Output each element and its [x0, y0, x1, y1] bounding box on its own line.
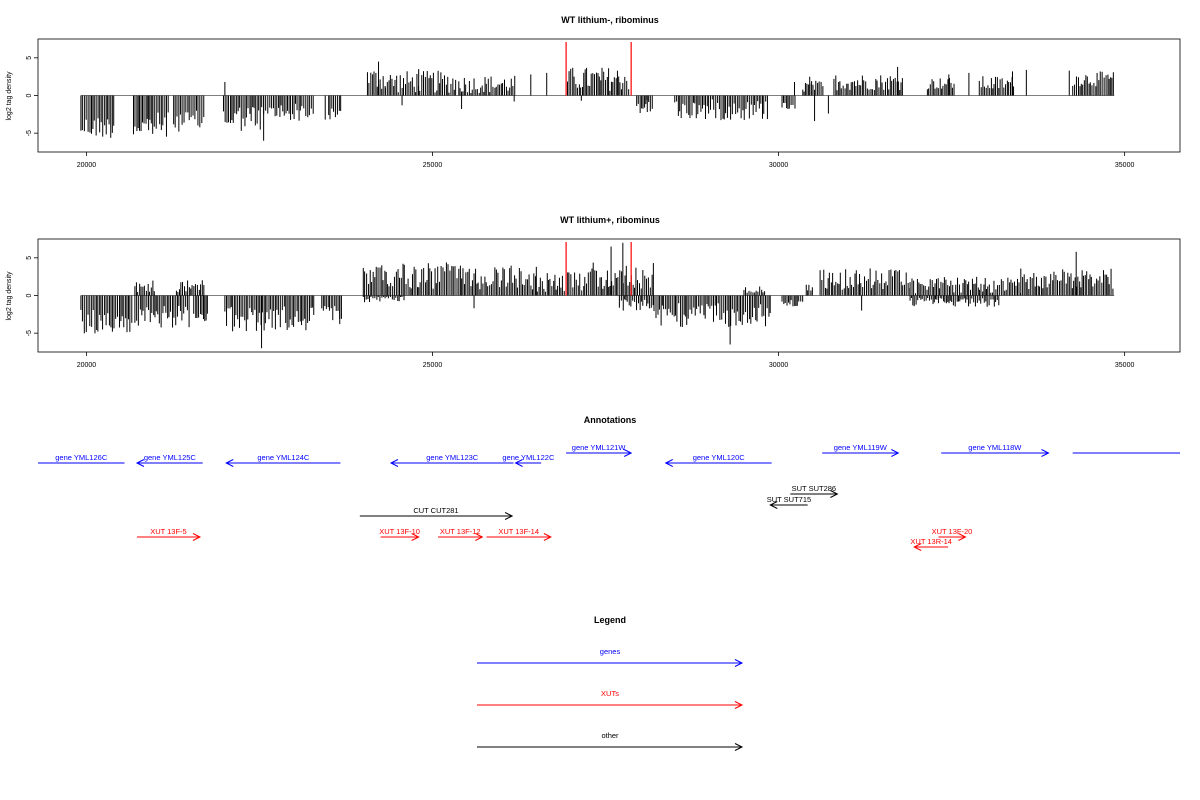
- feature-label: gene YML120C: [693, 453, 746, 462]
- feature-arrow-head: [891, 449, 900, 457]
- legend-entry: other: [477, 731, 744, 751]
- y-tick-label: 0: [26, 93, 33, 97]
- feature-gene: gene YML126C: [38, 453, 125, 464]
- feature-arrow-head: [504, 512, 514, 520]
- x-tick-label: 20000: [77, 362, 97, 369]
- legend-arrow-head: [734, 743, 744, 751]
- feature-label: gene YML126C: [55, 453, 108, 462]
- axes: 20000 25000 30000 35000 -5 0 5: [26, 238, 1181, 369]
- legend-arrow-head: [734, 659, 744, 667]
- feature-arrow-head: [411, 533, 420, 541]
- feature-label: gene YML119W: [834, 443, 888, 452]
- bar-marks: [80, 242, 1115, 349]
- y-axis-label: log2 tag density: [6, 71, 13, 121]
- feature-xut: XUT 13R-14: [910, 537, 952, 551]
- x-tick-label: 35000: [1115, 362, 1135, 369]
- feature-arrow-head: [1041, 449, 1050, 457]
- feature-arrow-head: [514, 459, 523, 467]
- feature-label: gene YML125C: [144, 453, 197, 462]
- legend-label: other: [601, 731, 619, 740]
- y-axis-label: log2 tag density: [6, 271, 13, 321]
- feature-arrow-head: [664, 459, 673, 467]
- feature-label: gene YML118W: [968, 443, 1022, 452]
- feature-arrow-head: [192, 533, 202, 541]
- feature-label: gene YML123C: [426, 453, 479, 462]
- legend-label: genes: [600, 647, 621, 656]
- feature-xut: XUT 13F-12: [438, 527, 484, 541]
- feature-gene: gene YML121W: [566, 443, 633, 457]
- feature-label: XUT 13F-5: [150, 527, 187, 536]
- x-tick-label: 30000: [769, 162, 789, 169]
- plot-title: WT lithium+, ribominus: [560, 215, 660, 225]
- legend-entry: XUTs: [477, 689, 744, 709]
- y-tick-label: 5: [26, 56, 33, 60]
- feature-label: SUT SUT715: [767, 495, 811, 504]
- feature-label: CUT CUT281: [413, 506, 458, 515]
- tag-density-plot-lithium-minus: WT lithium-, ribominus log2 tag density …: [6, 15, 1181, 169]
- feature-arrow-head: [623, 449, 633, 457]
- feature-label: XUT 13F-14: [498, 527, 539, 536]
- plot-title: WT lithium-, ribominus: [561, 15, 659, 25]
- legend-entries: genes XUTs other: [477, 647, 744, 751]
- feature-arrow-head: [958, 533, 967, 541]
- feature-arrow-head: [913, 543, 922, 551]
- x-tick-label: 20000: [77, 162, 97, 169]
- feature-gene: gene YML125C: [135, 453, 203, 467]
- feature-xut: XUT 13F-10: [379, 527, 420, 541]
- feature-gene: gene YML124C: [225, 453, 341, 467]
- tag-density-plot-lithium-plus: WT lithium+, ribominus log2 tag density …: [6, 215, 1181, 369]
- y-tick-label: -5: [26, 330, 33, 336]
- feature-arrows: gene YML126C gene YML125C gene YML124C gene…: [38, 443, 1180, 551]
- feature-gene: gene YML123C: [389, 453, 514, 467]
- x-tick-label: 25000: [423, 362, 443, 369]
- feature-arrow-head: [135, 459, 145, 467]
- feature-arrow-head: [389, 459, 399, 467]
- feature-other: SUT SUT715: [767, 495, 811, 509]
- feature-gene: gene YML122C: [502, 453, 555, 467]
- feature-label: gene YML121W: [572, 443, 627, 452]
- feature-gene: gene YML118W: [941, 443, 1050, 457]
- feature-arrow-head: [225, 459, 234, 467]
- axes: 20000 25000 30000 35000 -5 0 5: [26, 38, 1181, 169]
- y-tick-label: 5: [26, 256, 33, 260]
- feature-xut: XUT 13F-14: [486, 527, 552, 541]
- feature-label: gene YML124C: [257, 453, 310, 462]
- feature-label: XUT 13F-10: [379, 527, 420, 536]
- legend-label: XUTs: [601, 689, 619, 698]
- feature-label: SUT SUT286: [792, 484, 836, 493]
- feature-gene: gene YML120C: [664, 453, 772, 467]
- feature-arrow-head: [769, 501, 778, 509]
- x-tick-label: 30000: [769, 362, 789, 369]
- feature-arrow-head: [475, 533, 484, 541]
- feature-label: gene YML122C: [502, 453, 555, 462]
- feature-xut: XUT 13F-20: [932, 527, 973, 541]
- bar-marks: [80, 42, 1115, 141]
- feature-label: XUT 13F-12: [440, 527, 481, 536]
- feature-xut: XUT 13F-5: [136, 527, 202, 541]
- legend-title: Legend: [594, 615, 626, 625]
- legend: Legend genes XUTs other: [477, 615, 744, 751]
- y-tick-label: 0: [26, 293, 33, 297]
- x-tick-label: 35000: [1115, 162, 1135, 169]
- feature-other: CUT CUT281: [359, 506, 514, 520]
- feature-label: XUT 13F-20: [932, 527, 973, 536]
- x-tick-label: 25000: [423, 162, 443, 169]
- annotations-title: Annotations: [584, 415, 637, 425]
- feature-arrow-head: [543, 533, 552, 541]
- legend-entry: genes: [477, 647, 744, 667]
- feature-other: SUT SUT286: [790, 484, 839, 498]
- feature-arrow-head: [830, 490, 839, 498]
- legend-arrow-head: [734, 701, 744, 709]
- y-tick-label: -5: [26, 130, 33, 136]
- feature-label: XUT 13R-14: [910, 537, 952, 546]
- feature-gene: gene YML119W: [822, 443, 900, 457]
- annotations-track: Annotations gene YML126C gene YML125C gene…: [38, 415, 1180, 551]
